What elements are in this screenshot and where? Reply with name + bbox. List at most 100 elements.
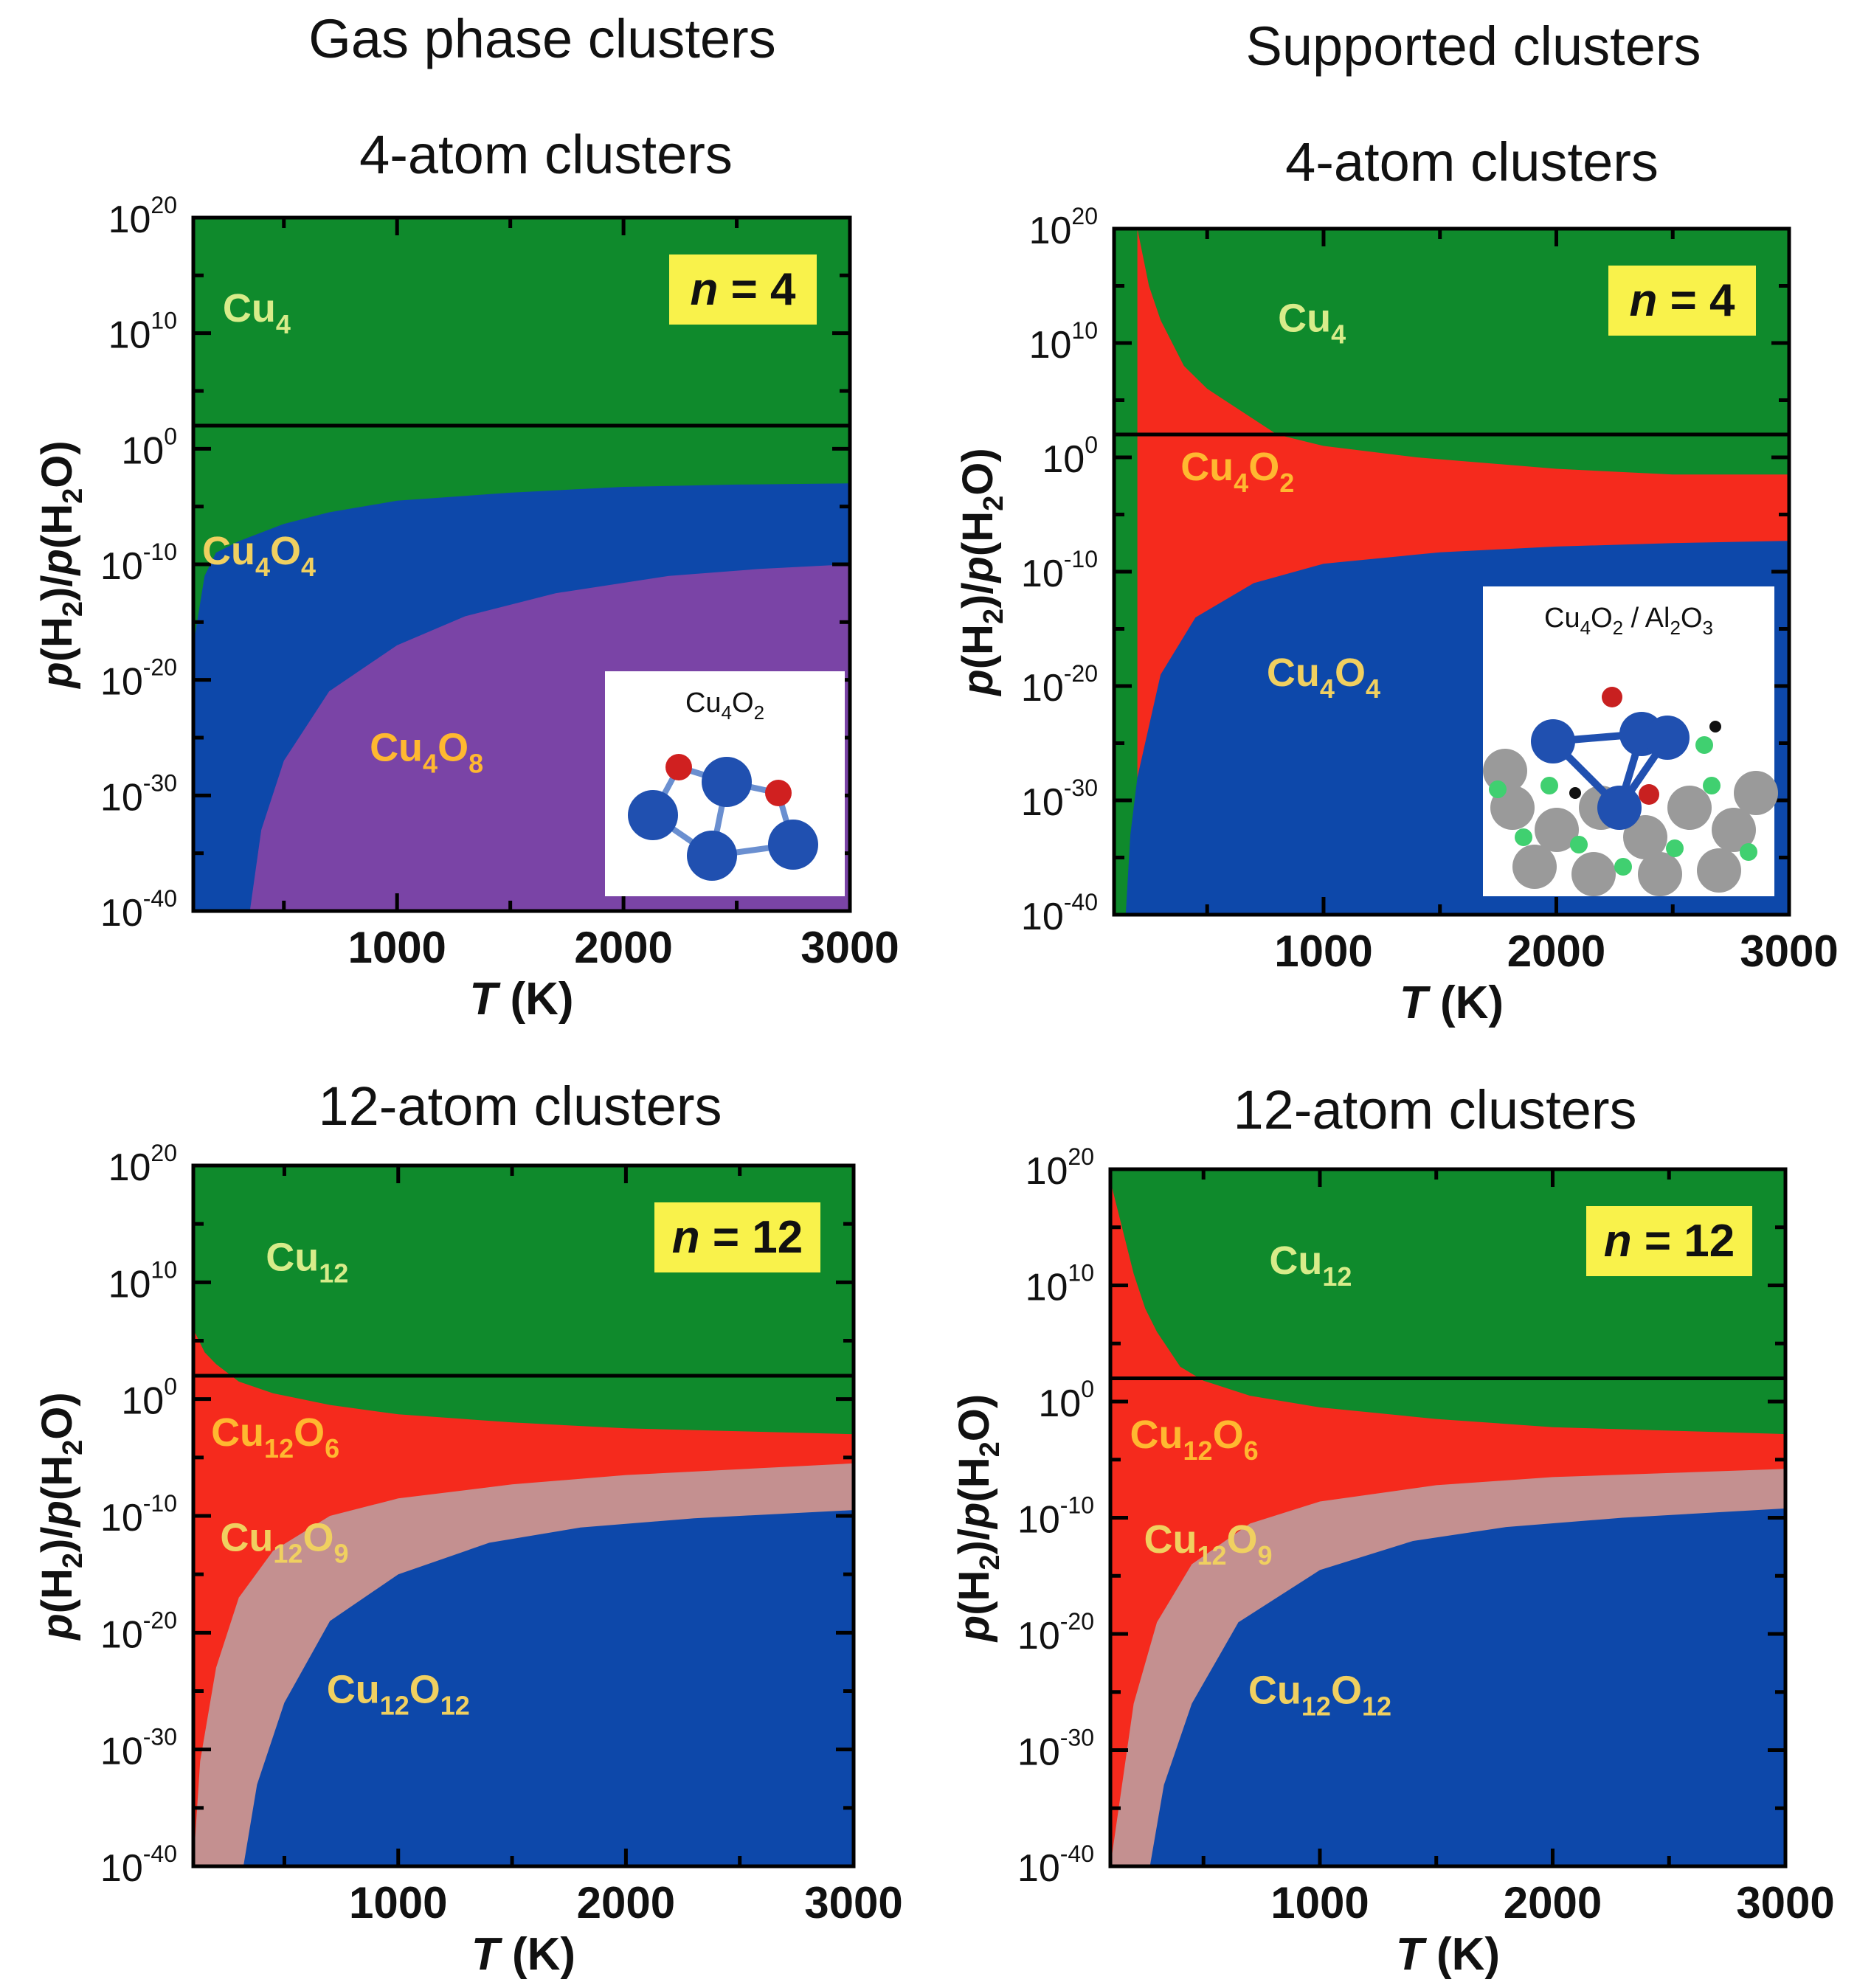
n-badge (669, 254, 817, 325)
n-badge (654, 1202, 820, 1272)
support-atom (1571, 852, 1616, 896)
chart-gas-12: 12-atom clusters 1000 2000 3000 10-40 10-30 10… (33, 1076, 903, 1980)
y-tick-label: 10-40 (100, 885, 177, 935)
plot-area (1110, 1169, 1785, 1866)
chart-sup-12: 12-atom clusters 1000 2000 3000 10-40 10-30 10… (950, 1079, 1835, 1980)
region-label-Cu4O4: Cu4O4 (1267, 651, 1380, 704)
y-tick-label: 1020 (108, 1140, 177, 1189)
region-label-Cu4: Cu4 (1278, 297, 1346, 350)
panel-title: 4-atom clusters (359, 124, 733, 185)
region-Cu12O12 (243, 1510, 854, 1866)
y-tick-label: 1010 (1026, 1260, 1094, 1309)
x-tick-label: 2000 (574, 923, 672, 972)
chart-gas-4: 4-atom clusters 1000 2000 3000 10-40 10-30 10-… (33, 124, 899, 1025)
support-o-atom (1570, 836, 1588, 853)
support-o-atom (1740, 843, 1757, 861)
y-tick-label: 1020 (108, 192, 177, 241)
oxygen-atom (665, 754, 692, 780)
region-label-Cu4O2: Cu4O2 (1180, 445, 1294, 498)
support-o-atom (1614, 858, 1632, 876)
support-o-atom (1703, 777, 1721, 794)
x-tick-label: 2000 (1507, 927, 1605, 976)
y-axis-label: p(H2)/p(H2O) (950, 1394, 1006, 1643)
x-axis-label: T (K) (471, 1929, 575, 1980)
support-atom (1623, 815, 1667, 859)
x-tick-label: 3000 (800, 923, 899, 972)
column-title-gas: Gas phase clusters (308, 8, 776, 69)
copper-atom (702, 757, 752, 807)
x-tick-label: 3000 (1740, 927, 1838, 976)
inset-title: Cu4O2 / Al2O3 (1544, 603, 1713, 639)
copper-atom (1597, 786, 1642, 830)
region-label-Cu12O12: Cu12O12 (327, 1667, 470, 1720)
y-tick-label: 10-30 (1017, 1725, 1094, 1774)
support-o-atom (1489, 780, 1507, 798)
y-tick-label: 100 (121, 1374, 177, 1423)
y-tick-label: 10-40 (1021, 889, 1098, 938)
x-tick-label: 1000 (1270, 1878, 1369, 1928)
region-label-Cu12O6: Cu12O6 (1130, 1413, 1259, 1466)
y-tick-label: 10-10 (100, 538, 177, 588)
n-badge-label: n = 4 (690, 264, 796, 315)
x-tick-label: 2000 (1504, 1878, 1602, 1928)
y-tick-label: 10-20 (100, 1607, 177, 1656)
support-atom (1712, 808, 1756, 852)
support-atom (1734, 771, 1778, 815)
column-title-supported: Supported clusters (1245, 15, 1701, 77)
y-axis-label: p(H2)/p(H2O) (954, 448, 1009, 696)
oxygen-atom (1602, 687, 1622, 707)
copper-atom (687, 831, 737, 881)
y-tick-label: 10-20 (1017, 1608, 1094, 1658)
y-axis-label: p(H2)/p(H2O) (33, 440, 89, 689)
region-label-Cu12O6: Cu12O6 (211, 1410, 339, 1464)
inset-structure: Cu4O2 (605, 671, 845, 896)
x-tick-label: 1000 (347, 923, 446, 972)
region-label-Cu12O12: Cu12O12 (1248, 1669, 1391, 1722)
x-axis-label: T (K) (469, 974, 573, 1025)
support-o-atom (1666, 839, 1684, 857)
x-axis-label: T (K) (1400, 977, 1504, 1028)
region-label-Cu4O4: Cu4O4 (202, 529, 316, 582)
n-badge (1586, 1206, 1752, 1276)
support-o-atom (1515, 828, 1532, 846)
y-tick-label: 10-30 (1021, 775, 1098, 824)
region-label-Cu12: Cu12 (1269, 1239, 1352, 1292)
copper-atom (1531, 719, 1575, 763)
region-label-Cu12O9: Cu12O9 (220, 1516, 348, 1569)
n-badge (1608, 266, 1756, 336)
y-tick-label: 10-10 (1017, 1492, 1094, 1542)
panel-title: 12-atom clusters (319, 1076, 722, 1137)
plot-area (193, 1166, 854, 1866)
support-atom (1697, 848, 1741, 893)
y-tick-label: 10-40 (1017, 1840, 1094, 1890)
x-tick-label: 1000 (1274, 927, 1372, 976)
copper-atom (1645, 716, 1690, 760)
region-label-Cu12: Cu12 (266, 1236, 348, 1289)
oxygen-atom (1639, 784, 1659, 805)
y-tick-label: 10-20 (1021, 660, 1098, 710)
n-badge-label: n = 12 (672, 1212, 803, 1263)
copper-atom (628, 790, 678, 840)
y-tick-label: 100 (1038, 1376, 1094, 1425)
y-tick-label: 10-10 (100, 1490, 177, 1540)
support-atom (1667, 786, 1712, 830)
support-atom (1638, 852, 1682, 896)
n-badge-label: n = 4 (1629, 275, 1735, 326)
hydrogen-atom (1569, 787, 1581, 799)
y-tick-label: 10-40 (100, 1840, 177, 1890)
x-tick-label: 2000 (577, 1878, 675, 1928)
inset-structure: Cu4O2 / Al2O3 (1483, 586, 1778, 896)
n-badge-label: n = 12 (1604, 1216, 1735, 1267)
support-o-atom (1695, 736, 1713, 754)
support-atom (1535, 808, 1579, 852)
y-tick-label: 1010 (108, 308, 177, 357)
panel-title: 12-atom clusters (1234, 1079, 1637, 1140)
panel-title: 4-atom clusters (1285, 131, 1659, 193)
region-label-Cu4O8: Cu4O8 (370, 725, 483, 778)
x-axis-label: T (K) (1396, 1929, 1500, 1980)
region-label-Cu4: Cu4 (223, 286, 291, 339)
x-tick-label: 1000 (349, 1878, 447, 1928)
y-tick-label: 10-10 (1021, 546, 1098, 595)
y-tick-label: 10-30 (100, 769, 177, 819)
